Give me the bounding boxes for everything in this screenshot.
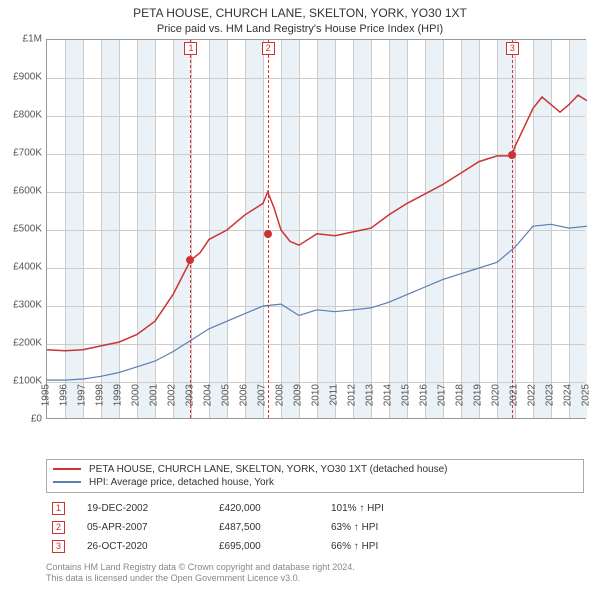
x-tick-label: 1996 xyxy=(59,384,70,406)
x-tick-label: 2001 xyxy=(149,384,160,406)
sale-marker-badge: 2 xyxy=(262,42,275,55)
x-tick-label: 2002 xyxy=(167,384,178,406)
sale-ref-line xyxy=(512,40,513,418)
y-tick-label: £1M xyxy=(23,33,42,44)
legend-label-house: PETA HOUSE, CHURCH LANE, SKELTON, YORK, … xyxy=(89,464,447,475)
y-tick-label: £100K xyxy=(13,375,42,386)
event-badge-2: 2 xyxy=(52,521,65,534)
y-tick-label: £700K xyxy=(13,147,42,158)
chart-lines-svg xyxy=(47,40,587,420)
footer-line-2: This data is licensed under the Open Gov… xyxy=(46,573,584,585)
footer-line-1: Contains HM Land Registry data © Crown c… xyxy=(46,562,584,574)
event-delta-1: 101% ↑ HPI xyxy=(331,503,451,514)
x-tick-label: 2013 xyxy=(365,384,376,406)
event-date-1: 19-DEC-2002 xyxy=(87,503,197,514)
event-delta-3: 66% ↑ HPI xyxy=(331,541,451,552)
sale-point xyxy=(186,256,194,264)
x-tick-label: 2005 xyxy=(221,384,232,406)
x-tick-label: 2010 xyxy=(311,384,322,406)
series-hpi xyxy=(47,224,587,380)
legend-swatch-house xyxy=(53,468,81,470)
event-price-1: £420,000 xyxy=(219,503,309,514)
y-axis-labels: £0£100K£200K£300K£400K£500K£600K£700K£80… xyxy=(0,39,46,419)
x-tick-label: 1995 xyxy=(41,384,52,406)
x-tick-label: 2003 xyxy=(185,384,196,406)
x-tick-label: 2024 xyxy=(563,384,574,406)
legend-swatch-hpi xyxy=(53,481,81,483)
y-tick-label: £800K xyxy=(13,109,42,120)
y-tick-label: £200K xyxy=(13,337,42,348)
x-tick-label: 2025 xyxy=(581,384,592,406)
event-row-3: 3 26-OCT-2020 £695,000 66% ↑ HPI xyxy=(46,537,584,556)
chart-title: PETA HOUSE, CHURCH LANE, SKELTON, YORK, … xyxy=(0,0,600,22)
x-tick-label: 2004 xyxy=(203,384,214,406)
y-tick-label: £400K xyxy=(13,261,42,272)
sale-marker-badge: 3 xyxy=(506,42,519,55)
x-tick-label: 1998 xyxy=(95,384,106,406)
chart-plot-area: 1 2 3 xyxy=(46,39,586,419)
event-date-3: 26-OCT-2020 xyxy=(87,541,197,552)
legend-box: PETA HOUSE, CHURCH LANE, SKELTON, YORK, … xyxy=(46,459,584,493)
x-tick-label: 1999 xyxy=(113,384,124,406)
chart-subtitle: Price paid vs. HM Land Registry's House … xyxy=(0,22,600,39)
events-table: 1 19-DEC-2002 £420,000 101% ↑ HPI 2 05-A… xyxy=(46,499,584,556)
footer-attribution: Contains HM Land Registry data © Crown c… xyxy=(46,562,584,585)
sale-point xyxy=(264,230,272,238)
event-row-2: 2 05-APR-2007 £487,500 63% ↑ HPI xyxy=(46,518,584,537)
legend-row-house: PETA HOUSE, CHURCH LANE, SKELTON, YORK, … xyxy=(53,463,577,476)
x-tick-label: 2011 xyxy=(329,384,340,406)
sale-marker-badge: 1 xyxy=(184,42,197,55)
x-tick-label: 2015 xyxy=(401,384,412,406)
x-tick-label: 2019 xyxy=(473,384,484,406)
sale-ref-line xyxy=(268,40,269,418)
x-tick-label: 2017 xyxy=(437,384,448,406)
series-house xyxy=(47,95,587,351)
sale-ref-line xyxy=(190,40,191,418)
x-tick-label: 2018 xyxy=(455,384,466,406)
event-row-1: 1 19-DEC-2002 £420,000 101% ↑ HPI xyxy=(46,499,584,518)
x-tick-label: 2021 xyxy=(509,384,520,406)
event-delta-2: 63% ↑ HPI xyxy=(331,522,451,533)
y-tick-label: £0 xyxy=(31,413,42,424)
y-tick-label: £500K xyxy=(13,223,42,234)
x-tick-label: 2008 xyxy=(275,384,286,406)
x-tick-label: 2016 xyxy=(419,384,430,406)
event-date-2: 05-APR-2007 xyxy=(87,522,197,533)
sale-point xyxy=(508,151,516,159)
x-tick-label: 2020 xyxy=(491,384,502,406)
x-tick-label: 2006 xyxy=(239,384,250,406)
y-tick-label: £600K xyxy=(13,185,42,196)
x-tick-label: 2022 xyxy=(527,384,538,406)
x-tick-label: 2023 xyxy=(545,384,556,406)
x-axis-labels: 1995199619971998199920002001200220032004… xyxy=(46,380,586,420)
y-tick-label: £900K xyxy=(13,71,42,82)
x-tick-label: 2000 xyxy=(131,384,142,406)
x-tick-label: 2009 xyxy=(293,384,304,406)
event-badge-3: 3 xyxy=(52,540,65,553)
legend-label-hpi: HPI: Average price, detached house, York xyxy=(89,477,274,488)
legend-row-hpi: HPI: Average price, detached house, York xyxy=(53,476,577,489)
event-price-2: £487,500 xyxy=(219,522,309,533)
x-tick-label: 2012 xyxy=(347,384,358,406)
x-tick-label: 2014 xyxy=(383,384,394,406)
event-price-3: £695,000 xyxy=(219,541,309,552)
y-tick-label: £300K xyxy=(13,299,42,310)
x-tick-label: 1997 xyxy=(77,384,88,406)
x-tick-label: 2007 xyxy=(257,384,268,406)
event-badge-1: 1 xyxy=(52,502,65,515)
